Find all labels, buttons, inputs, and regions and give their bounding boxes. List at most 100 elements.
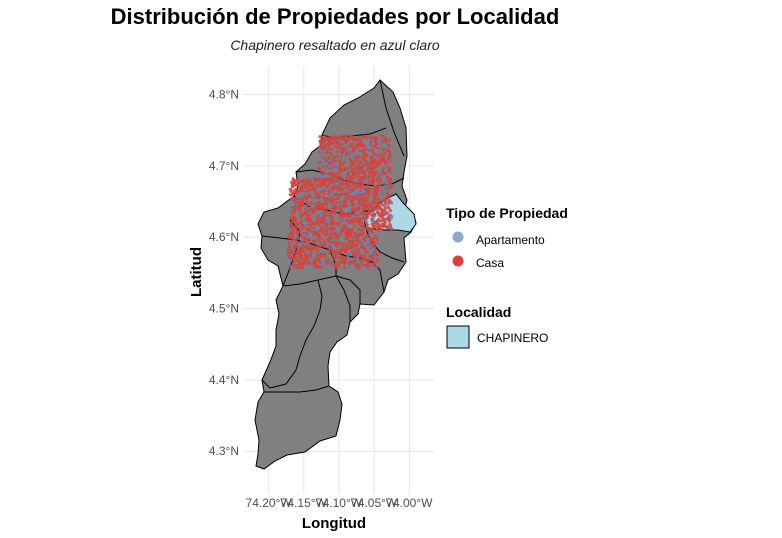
point-casa [312,260,316,264]
point-apartamento [320,223,324,227]
point-casa [301,262,305,266]
point-casa [378,146,382,150]
point-casa [375,228,379,232]
point-casa [379,208,383,211]
point-casa [290,224,294,228]
point-casa [340,192,344,196]
legend-apartamento-marker [452,231,464,243]
point-apartamento [358,243,362,247]
point-casa [290,197,293,201]
point-casa [289,221,293,225]
point-casa [332,210,336,214]
point-casa [350,177,354,181]
point-casa [287,245,291,249]
point-casa [297,180,301,184]
point-casa [355,206,359,210]
point-casa [377,217,381,221]
point-casa [342,214,346,218]
point-casa [290,218,294,222]
point-apartamento [384,189,388,193]
point-casa [334,165,338,169]
point-casa [380,223,384,226]
point-casa [359,160,362,164]
point-apartamento [356,210,360,215]
point-apartamento [386,134,390,138]
point-casa [331,219,335,223]
point-casa [361,143,365,147]
point-casa [338,200,342,204]
point-casa [355,165,359,169]
point-apartamento [374,182,378,186]
point-casa [362,254,365,258]
point-casa [345,235,349,239]
point-casa [337,165,341,168]
point-casa [362,208,365,212]
legend-localidad-title: Localidad [446,304,511,320]
point-casa [359,197,363,200]
point-casa [300,257,304,261]
point-casa [288,256,291,260]
point-casa [326,197,330,201]
point-casa [316,201,320,204]
point-casa [386,205,390,209]
point-casa [331,202,335,206]
point-casa [336,188,340,192]
point-apartamento [366,245,370,249]
point-casa [316,196,320,200]
point-casa [345,186,348,190]
point-casa [357,227,361,231]
point-casa [326,237,330,241]
point-casa [375,164,379,168]
point-casa [374,146,378,150]
point-casa [319,266,323,270]
point-casa [328,241,332,245]
point-casa [299,253,303,256]
point-casa [364,219,368,223]
point-casa [334,231,338,235]
point-casa [350,180,354,184]
point-casa [337,260,341,264]
point-casa [353,253,357,257]
point-casa [368,254,372,258]
point-casa [367,174,370,178]
point-apartamento [371,248,375,252]
point-casa [365,160,369,163]
point-casa [314,246,318,250]
point-apartamento [344,188,348,192]
point-casa [375,142,379,146]
point-casa [323,156,327,160]
point-casa [295,239,299,243]
point-casa [316,248,320,252]
point-casa [378,224,382,228]
point-casa [370,254,374,258]
point-casa [358,167,362,171]
point-casa [327,177,331,181]
point-casa [333,198,337,202]
point-casa [370,243,373,247]
y-axis-title: Latitud [188,247,205,297]
point-casa [383,162,387,166]
point-casa [350,260,354,264]
point-casa [386,226,390,230]
point-casa [351,239,355,243]
point-casa [311,240,315,244]
point-casa [301,243,305,247]
point-casa [296,200,300,204]
point-casa [293,248,296,252]
point-casa [335,145,339,149]
point-apartamento [312,251,316,255]
point-casa [295,245,299,249]
point-casa [300,266,304,270]
legend-chapinero-swatch [446,325,470,349]
point-casa [292,210,296,214]
point-casa [366,153,369,156]
point-casa [334,178,338,182]
point-casa [327,156,331,160]
point-casa [307,239,311,243]
point-apartamento [386,203,390,207]
point-casa [311,247,314,251]
point-casa [328,234,332,238]
point-casa [356,251,360,254]
point-casa [359,138,363,142]
point-casa [303,195,307,199]
